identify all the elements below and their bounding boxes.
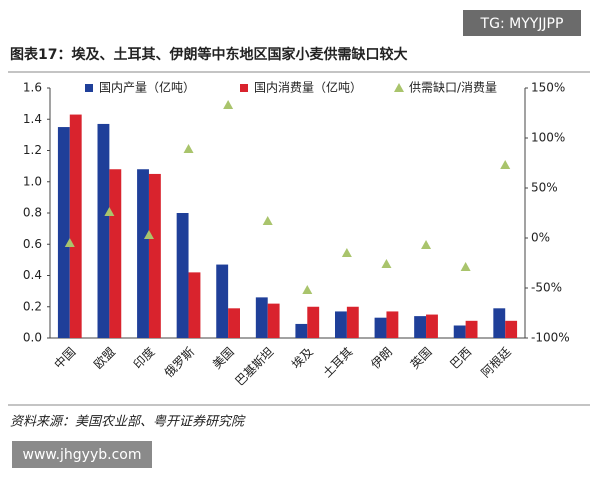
bar — [255, 297, 268, 338]
y-tick-label: 0.0 — [23, 331, 42, 345]
bar — [505, 320, 518, 338]
bar — [148, 173, 161, 338]
y-tick-label: 0.8 — [23, 206, 42, 220]
bar — [295, 323, 308, 338]
bar — [307, 306, 320, 338]
chart-title: 图表17：埃及、土耳其、伊朗等中东地区国家小麦供需缺口较大 — [10, 46, 407, 63]
bar — [414, 316, 427, 338]
watermark: TG: MYYJJPP — [480, 16, 564, 32]
legend-marker — [85, 84, 93, 92]
y-tick-label: 0.2 — [23, 299, 42, 313]
legend-label: 供需缺口/消费量 — [409, 80, 497, 95]
x-tick-label: 伊朗 — [368, 345, 395, 372]
bar — [374, 317, 387, 338]
gap-marker — [183, 144, 194, 153]
bar — [335, 311, 347, 338]
x-tick-label: 英国 — [408, 345, 435, 372]
gap-marker — [143, 230, 154, 239]
x-tick-label: 巴基斯坦 — [232, 345, 276, 389]
x-tick-label: 埃及 — [289, 345, 316, 372]
bar — [97, 123, 110, 338]
bar — [386, 311, 399, 338]
watermark-box — [463, 10, 581, 36]
gap-marker — [104, 207, 115, 216]
bar — [69, 114, 82, 338]
y2-tick-label: 0% — [531, 231, 550, 245]
y2-tick-label: -100% — [531, 331, 570, 345]
x-tick-label: 中国 — [51, 344, 79, 372]
bar — [176, 213, 189, 338]
legend-marker — [394, 83, 404, 92]
legend-label: 国内消费量（亿吨） — [254, 80, 362, 95]
x-tick-label: 美国 — [210, 345, 237, 372]
gap-marker — [381, 259, 392, 268]
gap-marker — [500, 160, 511, 169]
y2-tick-label: -50% — [531, 281, 562, 295]
y-tick-label: 1.4 — [23, 112, 42, 126]
gap-marker — [421, 240, 432, 249]
bar — [426, 314, 438, 338]
x-tick-label: 土耳其 — [320, 345, 355, 380]
url-box — [12, 441, 152, 468]
y-tick-label: 1.2 — [23, 143, 42, 157]
bar — [465, 320, 478, 338]
y-tick-label: 0.6 — [23, 237, 42, 251]
bar — [267, 303, 280, 338]
x-tick-label: 欧盟 — [91, 345, 118, 372]
gap-marker — [223, 100, 234, 109]
y-tick-label: 1.6 — [23, 81, 42, 95]
bar — [188, 272, 201, 338]
gap-marker — [341, 248, 352, 257]
y2-tick-label: 100% — [531, 131, 565, 145]
gap-marker — [460, 262, 471, 271]
legend-label: 国内产量（亿吨） — [99, 80, 195, 95]
footer-url: www.jhgyyb.com — [23, 447, 142, 463]
gap-marker — [262, 216, 273, 225]
x-tick-label: 阿根廷 — [478, 345, 513, 380]
y2-tick-label: 50% — [531, 181, 558, 195]
x-tick-label: 俄罗斯 — [162, 345, 197, 380]
bar — [228, 308, 240, 338]
bar — [57, 127, 70, 338]
source: 资料来源：美国农业部、粤开证券研究院 — [10, 414, 246, 430]
y-tick-label: 1.0 — [23, 174, 42, 188]
bar — [346, 306, 359, 338]
y-tick-label: 0.4 — [23, 268, 42, 282]
x-tick-label: 巴西 — [447, 345, 474, 372]
bar — [137, 169, 149, 338]
bar — [109, 169, 122, 338]
bar — [493, 308, 506, 338]
legend-marker — [240, 84, 248, 92]
bar — [216, 264, 229, 338]
gap-marker — [302, 285, 313, 294]
bar — [453, 325, 466, 338]
y2-tick-label: 150% — [531, 81, 565, 95]
x-tick-label: 印度 — [130, 344, 158, 372]
gap-marker — [64, 238, 75, 247]
